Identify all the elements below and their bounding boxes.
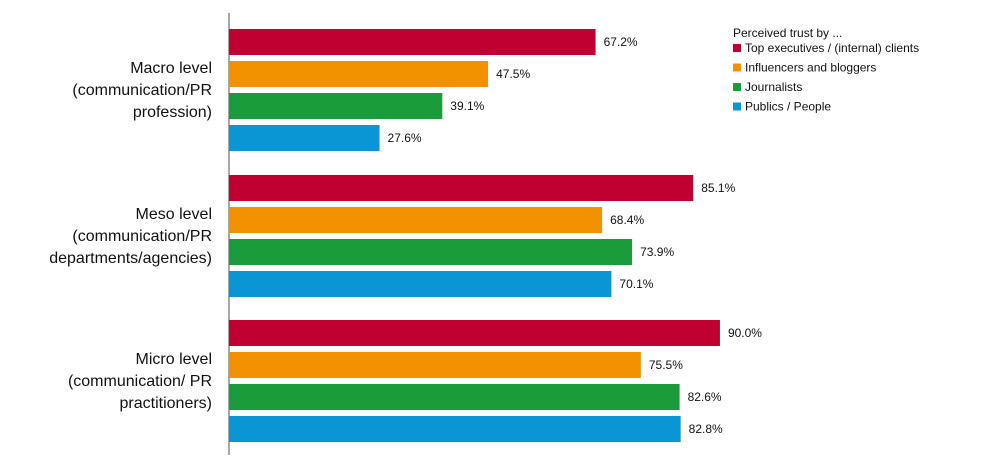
bar-1-2 xyxy=(229,61,489,87)
value-label-3-2: 75.5% xyxy=(649,358,683,372)
category-label-2-line-1: Meso level xyxy=(136,206,212,223)
value-label-3-1: 90.0% xyxy=(728,326,762,340)
legend-swatch-1 xyxy=(733,44,741,52)
bar-2-1 xyxy=(229,175,694,201)
value-label-2-4: 70.1% xyxy=(619,277,653,291)
bar-2-4 xyxy=(229,271,612,297)
value-label-1-4: 27.6% xyxy=(388,131,422,145)
value-label-3-3: 82.6% xyxy=(688,390,722,404)
bar-3-2 xyxy=(229,352,641,378)
bar-1-3 xyxy=(229,93,443,119)
category-label-3-line-2: (communication/ PR xyxy=(68,373,212,390)
legend-label-1: Top executives / (internal) clients xyxy=(745,41,919,55)
category-label-1-line-1: Macro level xyxy=(130,60,212,77)
legend-swatch-2 xyxy=(733,63,741,72)
value-label-1-3: 39.1% xyxy=(450,99,484,113)
bar-2-3 xyxy=(229,239,633,265)
legend: Perceived trust by ... Top executives / … xyxy=(733,26,919,114)
bar-1-4 xyxy=(229,125,380,151)
legend-label-4: Publics / People xyxy=(745,100,831,114)
category-label-3-line-1: Micro level xyxy=(136,351,212,368)
category-label-3-line-3: practitioners) xyxy=(120,395,212,412)
legend-label-2: Influencers and bloggers xyxy=(745,61,876,75)
category-labels-layer: Macro level (communication/PR profession) M… xyxy=(49,60,212,412)
bar-3-1 xyxy=(229,320,720,346)
value-label-3-4: 82.8% xyxy=(689,422,723,436)
bar-3-3 xyxy=(229,384,680,410)
category-label-1-line-3: profession) xyxy=(133,104,212,121)
legend-title: Perceived trust by ... xyxy=(733,26,842,40)
value-label-2-3: 73.9% xyxy=(640,245,674,259)
category-label-2-line-2: (communication/PR xyxy=(72,228,212,245)
value-label-1-2: 47.5% xyxy=(496,67,530,81)
bar-3-4 xyxy=(229,416,681,442)
legend-label-3: Journalists xyxy=(745,80,802,94)
legend-swatch-3 xyxy=(733,83,741,91)
value-label-2-2: 68.4% xyxy=(610,213,644,227)
bar-2-2 xyxy=(229,207,603,233)
category-label-2-line-3: departments/agencies) xyxy=(49,250,212,267)
legend-swatch-4 xyxy=(733,102,741,111)
value-labels-layer: 67.2% 47.5% 39.1% 27.6% 85.1% 68.4% 73.9% 70.1%… xyxy=(388,35,763,436)
value-label-2-1: 85.1% xyxy=(701,181,735,195)
value-label-1-1: 67.2% xyxy=(604,35,638,49)
category-label-1-line-2: (communication/PR xyxy=(72,82,212,99)
bars-layer xyxy=(229,29,720,442)
bar-1-1 xyxy=(229,29,596,55)
